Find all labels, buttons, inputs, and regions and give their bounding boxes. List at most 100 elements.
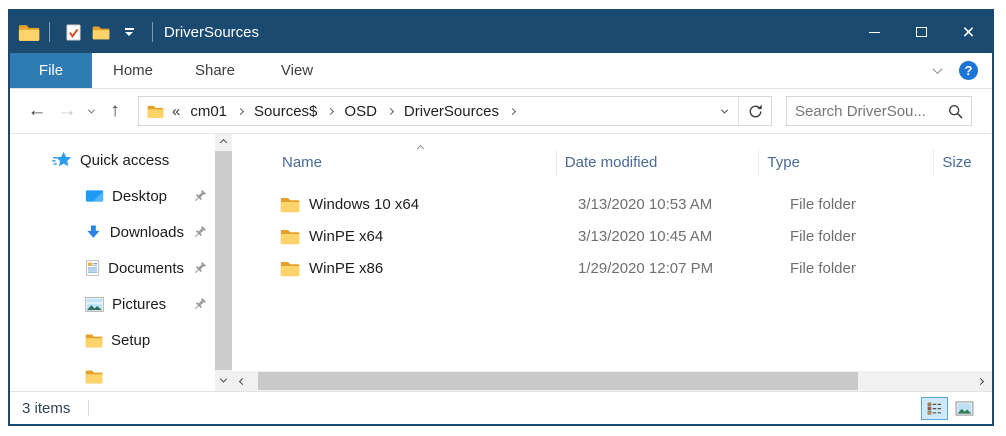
refresh-button[interactable] [739,97,771,125]
address-bar[interactable]: « cm01 Sources$ OSD DriverSources [138,96,772,126]
app-folder-icon[interactable] [18,23,40,42]
breadcrumb-overflow[interactable]: « [172,102,181,120]
close-button[interactable]: × [945,11,992,53]
items-count: 3 items [22,399,71,417]
pin-icon [192,297,207,312]
horizontal-scrollbar-thumb[interactable] [258,372,858,390]
search-input[interactable] [795,102,948,120]
sidebar-item-quick-access[interactable]: Quick access [10,142,215,178]
refresh-icon [748,104,763,119]
qat-new-folder-button[interactable] [87,16,115,48]
quick-access-star-icon [52,151,72,169]
downloads-arrow-icon [85,224,102,241]
close-icon: × [962,20,975,44]
qat-properties-button[interactable] [59,16,87,48]
details-view-icon [926,401,943,416]
folder-icon [280,260,300,277]
back-button[interactable]: ← [27,100,47,121]
scroll-right-button[interactable] [970,371,990,391]
sidebar-item-label: Desktop [112,187,168,205]
tab-home[interactable]: Home [112,62,153,79]
chevron-right-icon[interactable] [236,107,245,115]
column-header-date-modified[interactable]: Date modified [557,149,760,176]
content-area: Quick access Desktop Downloads Documents… [10,134,992,391]
properties-check-icon [66,24,81,41]
desktop-icon [85,188,104,204]
sidebar-item-label: Quick access [80,151,170,169]
breadcrumb-item-driversources[interactable]: DriverSources [403,102,499,120]
address-divider [738,97,739,125]
file-date-modified: 3/13/2020 10:53 AM [578,195,713,213]
scroll-up-button[interactable] [215,134,232,151]
address-dropdown-button[interactable] [710,97,738,125]
up-button[interactable]: ↑ [110,100,120,121]
sidebar-item-label: Documents [108,259,184,277]
chevron-right-icon [976,377,984,385]
expand-ribbon-chevron-icon[interactable] [932,64,943,75]
sidebar-item-partial[interactable] [10,358,215,391]
details-view-button[interactable] [921,396,948,420]
horizontal-scrollbar[interactable] [232,371,992,391]
sort-ascending-icon [416,138,425,155]
address-folder-icon [147,104,164,119]
sidebar-item-downloads[interactable]: Downloads [10,214,215,250]
title-bar: DriverSources × [10,11,992,53]
file-rows: Windows 10 x64 3/13/2020 10:53 AM File f… [232,188,992,284]
file-type: File folder [790,227,856,245]
vertical-scrollbar-thumb[interactable] [215,151,232,370]
minimize-icon [869,31,880,33]
breadcrumb-item-osd[interactable]: OSD [344,102,377,120]
search-box [786,96,972,126]
file-date-modified: 1/29/2020 12:07 PM [578,259,714,277]
sidebar-item-label: Downloads [109,223,184,241]
column-headers: Name Date modified Type Size [232,134,992,176]
file-list-pane: Name Date modified Type Size Windows 10 … [232,134,992,391]
sidebar-item-pictures[interactable]: Pictures [10,286,215,322]
file-row-winpe-x64[interactable]: WinPE x64 3/13/2020 10:45 AM File folder [232,220,992,252]
window-controls: × [851,11,992,53]
column-header-type[interactable]: Type [759,149,935,176]
status-divider [88,400,90,416]
folder-icon [280,228,300,245]
file-name: WinPE x86 [309,259,384,277]
explorer-window: DriverSources × File Home Share View ? ←… [8,9,994,426]
pin-icon [192,189,207,204]
view-toggles [921,396,978,420]
maximize-button[interactable] [898,11,945,53]
vertical-scrollbar[interactable] [215,134,232,391]
breadcrumb-item-sources[interactable]: Sources$ [254,102,318,120]
chevron-right-icon[interactable] [508,107,516,115]
scroll-down-button[interactable] [215,372,232,389]
thumbnails-view-icon [955,401,974,416]
chevron-right-icon[interactable] [327,107,335,115]
file-name: WinPE x64 [309,227,384,245]
sidebar-item-documents[interactable]: Documents [10,250,215,286]
chevron-up-icon [219,138,228,147]
help-icon[interactable]: ? [959,61,978,80]
scroll-left-button[interactable] [232,371,252,391]
file-row-winpe-x86[interactable]: WinPE x86 1/29/2020 12:07 PM File folder [232,252,992,284]
thumbnails-view-button[interactable] [951,397,978,420]
document-icon [85,259,100,277]
tab-file[interactable]: File [10,53,92,88]
pin-icon [192,261,207,276]
sidebar-item-desktop[interactable]: Desktop [10,178,215,214]
recent-locations-dropdown[interactable] [82,96,100,126]
file-row-windows-10-x64[interactable]: Windows 10 x64 3/13/2020 10:53 AM File f… [232,188,992,220]
chevron-right-icon[interactable] [386,107,394,115]
file-type: File folder [790,195,856,213]
column-header-size[interactable]: Size [942,154,972,171]
chevron-down-icon [720,106,728,114]
qat-customize-dropdown[interactable] [115,16,143,48]
tab-share[interactable]: Share [194,62,236,79]
folder-icon [280,196,300,213]
file-type: File folder [790,259,856,277]
forward-button[interactable]: → [57,100,77,121]
sidebar-item-setup[interactable]: Setup [10,322,215,358]
tab-view[interactable]: View [280,62,314,79]
search-icon[interactable] [948,104,963,119]
pin-icon [192,225,207,240]
minimize-button[interactable] [851,11,898,53]
column-header-name[interactable]: Name [280,149,557,176]
breadcrumb-item-cm01[interactable]: cm01 [190,102,228,120]
